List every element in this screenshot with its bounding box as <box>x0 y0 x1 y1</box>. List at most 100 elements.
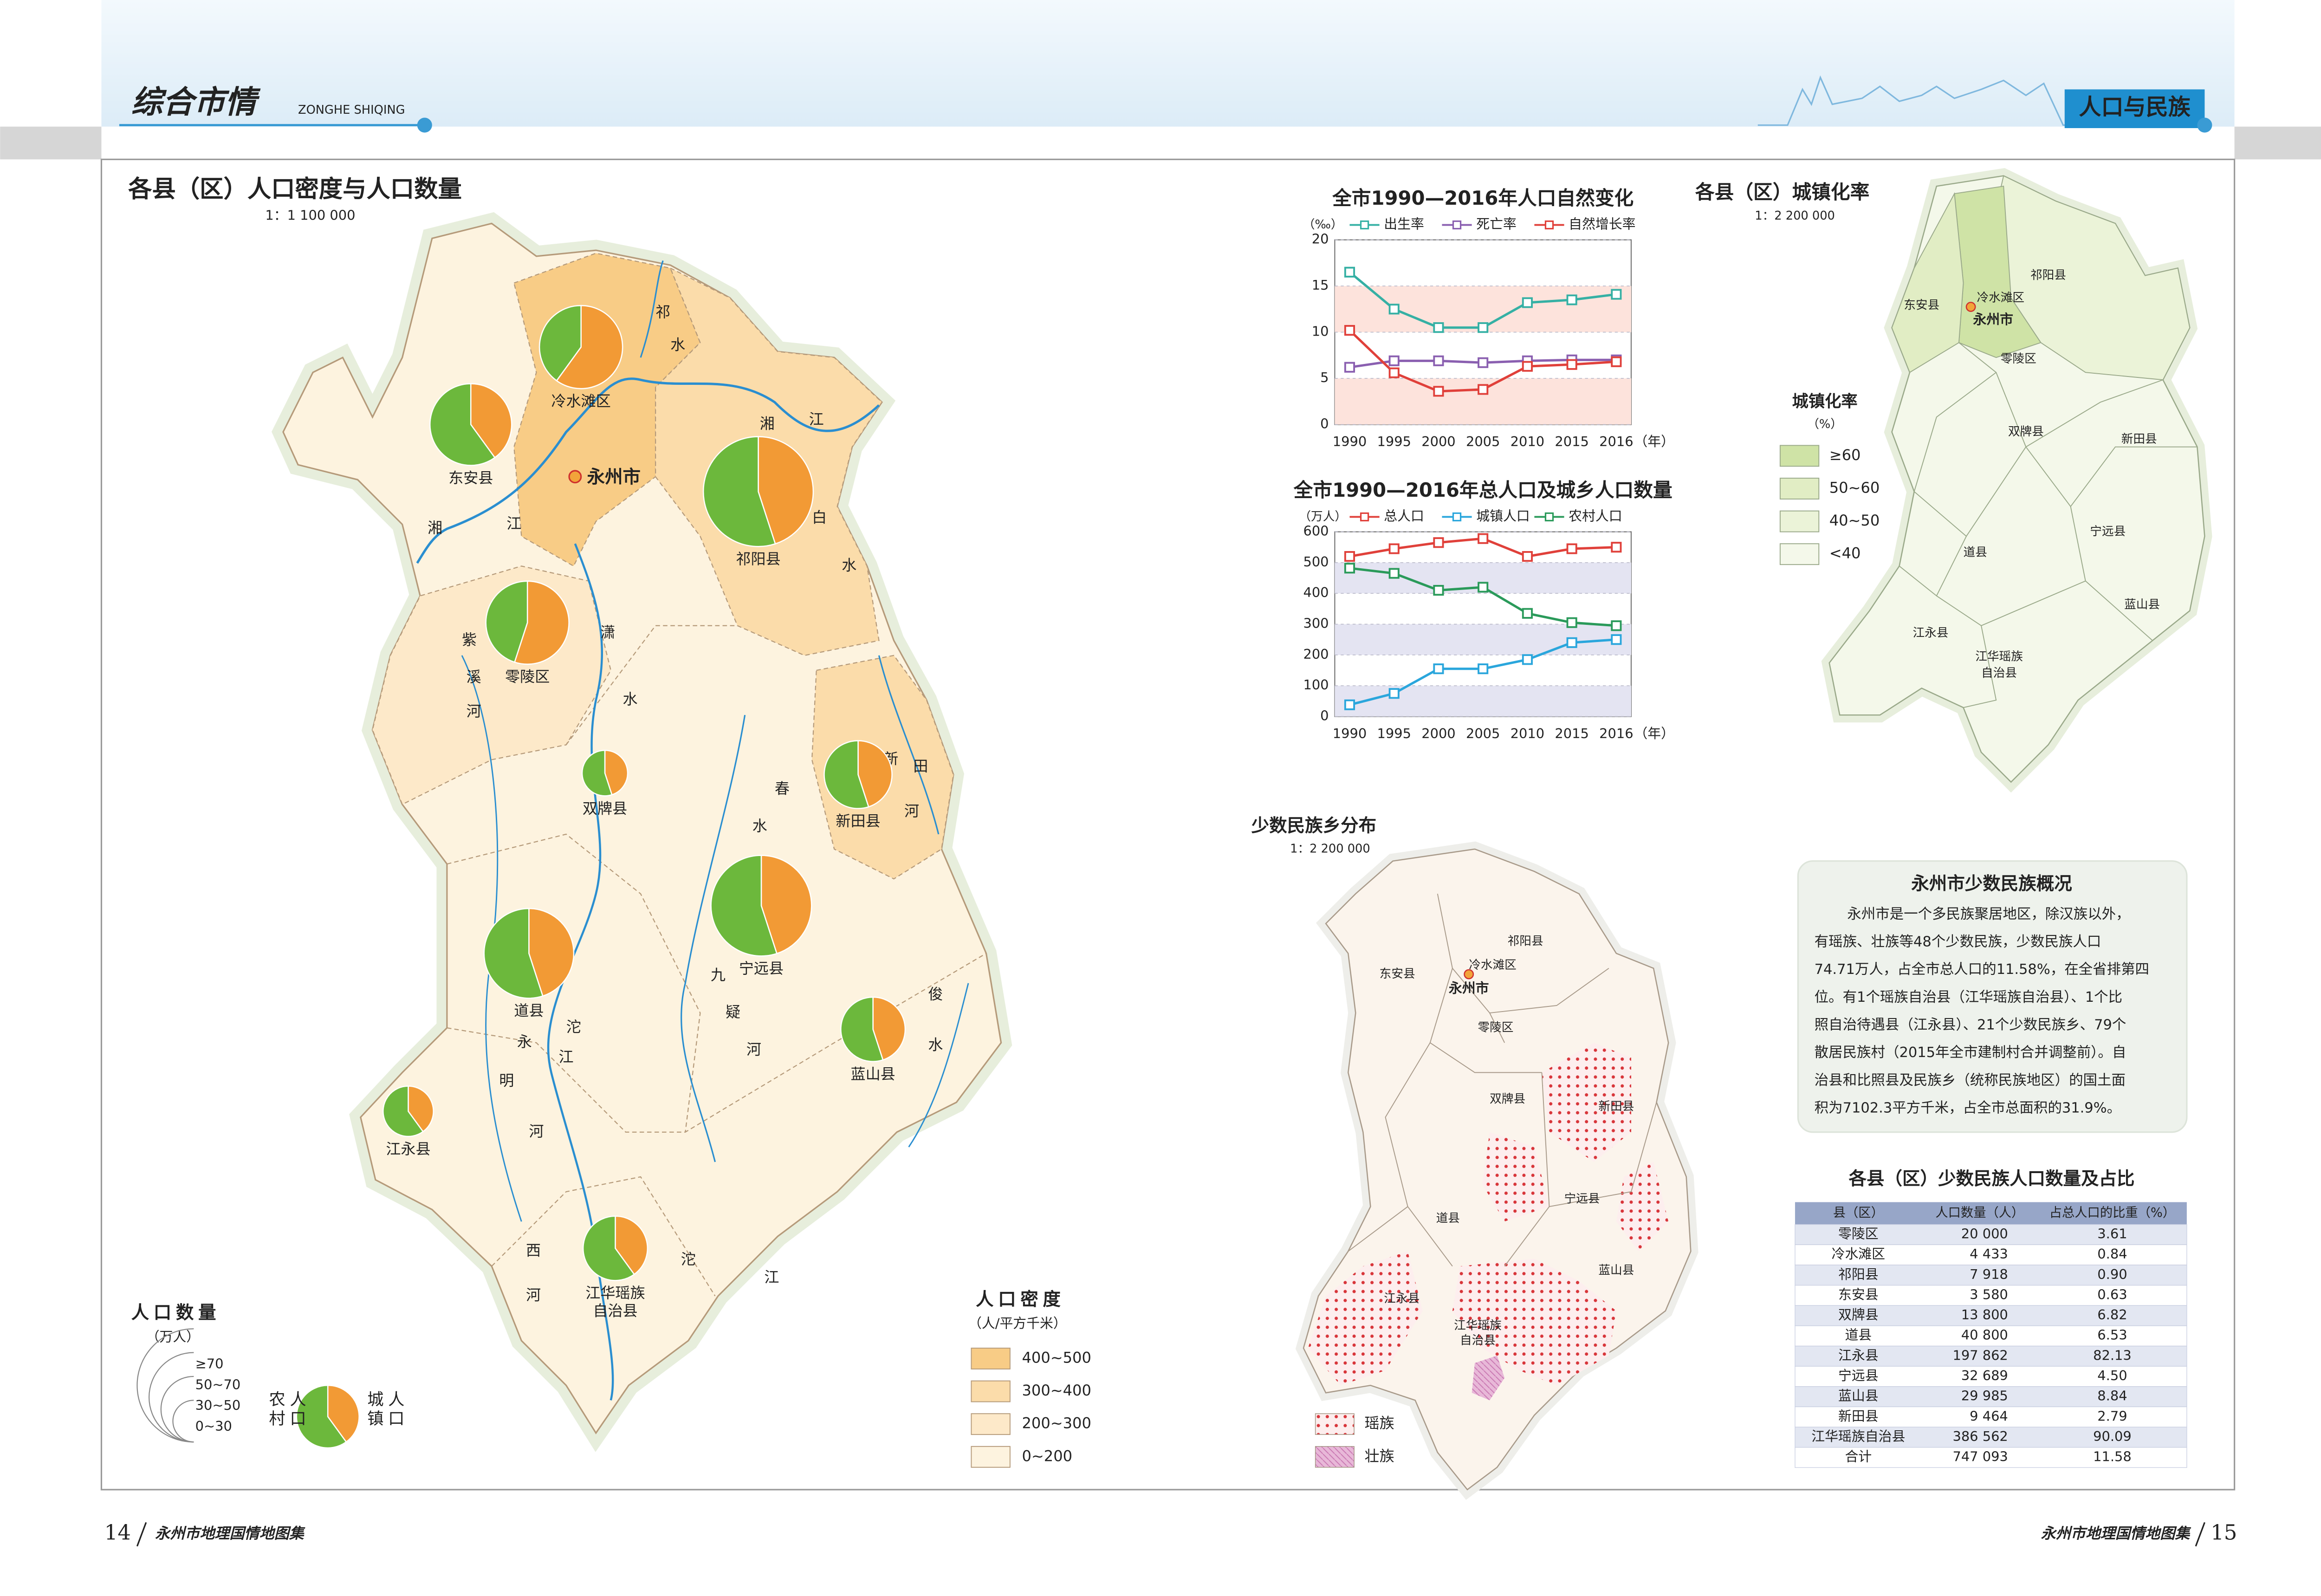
plot-band <box>1335 624 1631 655</box>
table-row <box>1795 1447 2187 1468</box>
table-cell: 9 464 <box>1970 1408 2008 1424</box>
point <box>1611 542 1622 553</box>
pie-urban <box>408 1085 434 1133</box>
river-label: 水 <box>752 817 767 835</box>
point <box>1611 620 1622 631</box>
county-label: 宁远县 <box>739 960 784 977</box>
table-header-cell: 县（区） <box>1833 1206 1884 1220</box>
section-pinyin: ZONGHE SHIQING <box>298 103 405 117</box>
table-cell: 东安县 <box>1838 1286 1879 1302</box>
point <box>1344 325 1355 336</box>
county-label: 江华瑶族 <box>585 1284 645 1302</box>
legend-label: <40 <box>1829 545 1861 562</box>
yao-area <box>1482 1132 1549 1222</box>
table-cell: 3 580 <box>1970 1286 2008 1302</box>
table-cell: 江永县 <box>1838 1347 1879 1363</box>
county-label: 宁远县 <box>1564 1192 1600 1206</box>
point <box>1611 356 1622 367</box>
river-label: 沱 <box>681 1251 696 1268</box>
x-tick-label: 2015 <box>1555 726 1588 741</box>
point <box>1478 533 1489 544</box>
y-tick-label: 0 <box>1320 416 1329 432</box>
table-cell: 197 862 <box>1952 1347 2008 1363</box>
legend-label: 死亡率 <box>1476 216 1517 232</box>
table-row <box>1795 1244 2187 1265</box>
river-label: 白 <box>812 509 827 526</box>
county-label: 蓝山县 <box>2124 597 2160 611</box>
county-boundary <box>2025 446 2198 507</box>
topic-title: 人口与民族 <box>2079 94 2191 120</box>
point <box>1344 563 1355 574</box>
river-label: 溪 <box>467 668 481 686</box>
x-tick-label: 1990 <box>1333 726 1367 741</box>
county-label: 蓝山县 <box>851 1065 895 1083</box>
x-tick-label: 2000 <box>1421 726 1455 741</box>
overview-line: 74.71万人，占全市总人口的11.58%，在全省排第四 <box>1815 961 2149 978</box>
river-label: 水 <box>842 556 856 574</box>
map-scale: 1：1 100 000 <box>265 207 355 223</box>
legend-swatch <box>1315 1413 1355 1435</box>
table-row <box>1795 1285 2187 1306</box>
overview-line: 治县和比照县及民族乡（统称民族地区）的国土面 <box>1815 1072 2126 1089</box>
river-label: 江 <box>764 1268 779 1286</box>
y-unit: （万人） <box>1299 510 1347 524</box>
legend-marker <box>1544 512 1554 522</box>
county-label: 江华瑶族 <box>1975 650 2023 664</box>
county-label: 祁阳县 <box>736 550 780 568</box>
y-tick-label: 100 <box>1303 677 1329 693</box>
legend-label: 30~50 <box>195 1397 241 1413</box>
table-cell: 双牌县 <box>1838 1307 1879 1323</box>
table-cell: 6.82 <box>2097 1307 2127 1323</box>
point <box>1344 362 1355 373</box>
yao-area <box>1616 1161 1669 1252</box>
county-label: 双牌县 <box>583 799 627 817</box>
table-cell: 82.13 <box>2093 1347 2132 1363</box>
legend-label: 瑶族 <box>1365 1414 1394 1432</box>
x-unit: （年） <box>1634 434 1674 449</box>
point <box>1433 663 1444 675</box>
legend-label: 出生率 <box>1384 216 1424 232</box>
table-cell: 新田县 <box>1838 1408 1879 1424</box>
point <box>1478 357 1489 368</box>
y-tick-label: 15 <box>1312 277 1329 293</box>
table-cell: 11.58 <box>2093 1449 2132 1465</box>
size-legend-arc <box>136 1328 194 1443</box>
point <box>1388 688 1400 699</box>
table-cell: 3.61 <box>2097 1226 2127 1242</box>
river-label: 祁 <box>655 303 670 321</box>
table-cell: 747 093 <box>1952 1449 2008 1465</box>
legend-swatch <box>971 1348 1011 1369</box>
river-label: 湘 <box>760 415 775 433</box>
legend-label: 200~300 <box>1022 1414 1091 1432</box>
point <box>1478 582 1489 593</box>
legend-label: 农村人口 <box>1569 508 1622 524</box>
pie-rural <box>483 908 544 999</box>
county-label: 冷水滩区 <box>1469 958 1517 972</box>
legend-swatch <box>1779 478 1820 500</box>
overview-line: 位。有1个瑶族自治县（江华瑶族自治县）、1个比 <box>1815 989 2122 1006</box>
river-label: 永 <box>517 1033 532 1051</box>
y-tick-label: 200 <box>1303 646 1329 662</box>
pie-rural <box>702 436 776 547</box>
y-tick-label: 400 <box>1303 584 1329 600</box>
table-header-cell: 占总人口的比重（%） <box>2049 1206 2175 1220</box>
pie-urban <box>615 1215 648 1275</box>
legend-marker <box>1360 512 1369 522</box>
river-label: 河 <box>526 1286 541 1304</box>
legend-title: 人口数量 <box>131 1303 221 1324</box>
size-legend-arc <box>160 1375 194 1443</box>
legend-label: 50~60 <box>1829 479 1880 497</box>
legend-swatch <box>971 1413 1011 1435</box>
point <box>1566 543 1577 554</box>
city-marker <box>1464 969 1474 980</box>
table-cell: 32 689 <box>1961 1368 2008 1383</box>
pie-rural <box>538 305 582 382</box>
y-tick-label: 300 <box>1303 616 1329 631</box>
pie-urban <box>604 750 629 796</box>
point <box>1344 699 1355 710</box>
pie-urban <box>556 305 623 389</box>
county-label: 蓝山县 <box>1598 1264 1634 1278</box>
page-number: 15 <box>2211 1520 2237 1545</box>
table-row <box>1795 1345 2187 1367</box>
